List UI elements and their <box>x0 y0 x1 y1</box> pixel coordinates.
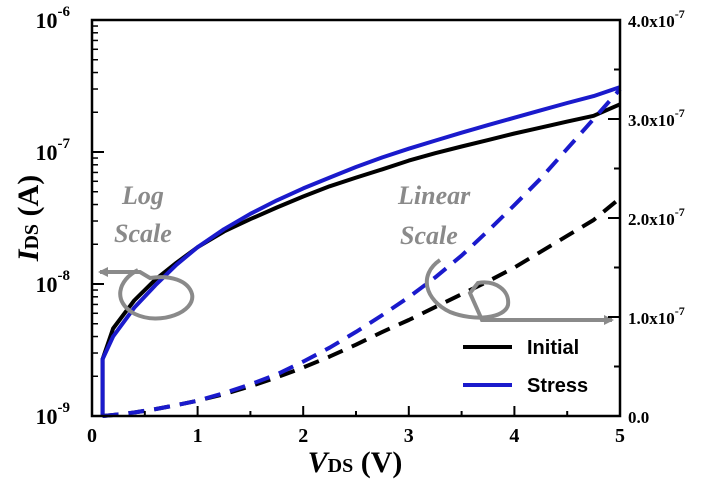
x-axis-title-main: V <box>308 446 331 479</box>
legend: Initial Stress <box>463 337 588 397</box>
series-line-stress-left <box>100 85 621 416</box>
annotation-log-line2: Scale <box>114 219 172 248</box>
left-tick-label: 10-8 <box>36 268 71 297</box>
log-scale-loop-arrow <box>98 267 195 321</box>
legend-label-stress: Stress <box>527 375 588 397</box>
x-axis-title-sub: DS <box>328 455 354 477</box>
y-axis-title-unit: (A) <box>12 175 45 224</box>
x-tick-label: 5 <box>615 425 625 447</box>
x-tick-label: 3 <box>404 425 414 447</box>
y-axis-title-sub: DS <box>21 224 43 250</box>
svg-text:VDS (V): VDS (V) <box>308 446 403 479</box>
x-tick-label: 4 <box>509 425 519 447</box>
linear-scale-loop-arrow <box>424 258 614 325</box>
x-tick-label: 1 <box>193 425 203 447</box>
right-tick-label: 4.0x10-7 <box>628 7 685 31</box>
left-tick-label: 10-9 <box>36 400 71 429</box>
series-line-stress-right <box>102 87 622 418</box>
legend-label-initial: Initial <box>527 337 579 359</box>
series-line-initial-left <box>100 102 621 416</box>
x-tick-label: 2 <box>298 425 308 447</box>
annotation-linear-line2: Scale <box>400 221 458 250</box>
right-tick-label: 1.0x10-7 <box>628 304 685 328</box>
right-tick-label: 0.0 <box>628 408 649 427</box>
left-tick-label: 10-7 <box>36 136 71 165</box>
annotation-log-line1: Log <box>121 181 164 210</box>
y-axis-title-main: I <box>12 248 45 262</box>
x-tick-label: 0 <box>87 425 97 447</box>
svg-text:IDS (A): IDS (A) <box>12 175 45 262</box>
right-tick-label: 3.0x10-7 <box>628 106 685 130</box>
left-tick-label: 10-6 <box>36 4 71 33</box>
x-axis-title: VDS (V) <box>308 446 403 479</box>
y-axis-title: IDS (A) <box>12 175 45 262</box>
annotation-linear-line1: Linear <box>397 181 471 210</box>
right-tick-label: 2.0x10-7 <box>628 205 685 229</box>
x-axis-title-unit: (V) <box>353 446 402 479</box>
